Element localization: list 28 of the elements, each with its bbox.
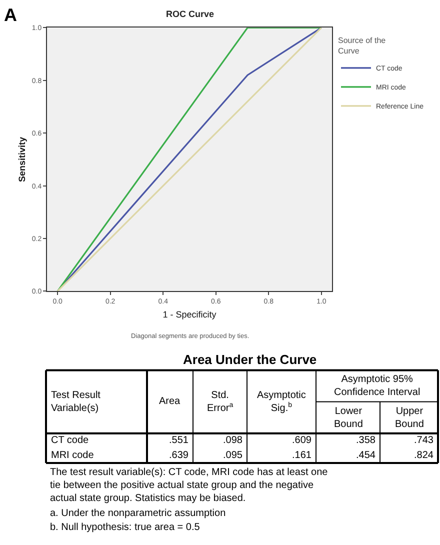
text: .824	[414, 450, 434, 461]
text: Area Under the Curve	[183, 352, 317, 367]
text: .358	[356, 435, 376, 446]
category-label: Std. Error$^{a}$	[207, 390, 234, 414]
text: .551	[169, 435, 188, 446]
category-label: Upper Bound	[395, 406, 424, 430]
text: b. Null hypothesis: true area = 0.5	[50, 522, 200, 533]
text: a. Under the nonparametric assumption	[50, 508, 226, 519]
text: Asymptotic 95% Confidence Interval	[334, 374, 420, 398]
x-axis-title: 1 - Specificity	[162, 309, 217, 320]
category-label: Lower Bound	[334, 406, 363, 430]
y-axis-title: Sensitivity	[17, 136, 28, 182]
text: .743	[414, 435, 434, 446]
text: .639	[169, 450, 188, 461]
text: .095	[223, 450, 242, 461]
text: .161	[292, 450, 312, 461]
text: .098	[223, 435, 242, 446]
text: The test result variable(s): CT code, MRI code has at least one tie between the positive actual state group and the negative actual state group. Statistics may be biased.	[50, 467, 328, 504]
category-label: Asymptotic Sig.$^{b}$	[257, 390, 306, 414]
text: .454	[356, 450, 376, 461]
category-label: CT code	[51, 435, 89, 446]
chart-title: ROC Curve	[166, 9, 214, 19]
category-label: Area	[159, 396, 181, 407]
category-label: MRI code	[51, 450, 94, 461]
text: .609	[292, 435, 312, 446]
text: A	[4, 5, 17, 25]
text: Test Result Variable(s)	[51, 390, 101, 414]
legend-title: Source of the Curve	[338, 36, 386, 56]
